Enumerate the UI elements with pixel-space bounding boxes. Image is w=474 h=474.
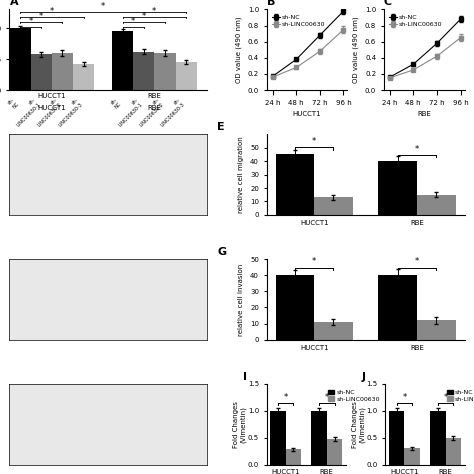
Bar (314, 197, 353, 215)
Y-axis label: relative cell migration: relative cell migration (238, 136, 245, 213)
Text: *: * (142, 12, 146, 21)
Bar (9, 28, 31, 90)
Y-axis label: relative cell invasion: relative cell invasion (238, 263, 245, 336)
Legend: sh-NC, sh-LINC00630: sh-NC, sh-LINC00630 (387, 13, 445, 29)
Legend: sh-NC, sh-LINC00630: sh-NC, sh-LINC00630 (326, 387, 382, 404)
Text: *: * (283, 392, 288, 401)
Y-axis label: Fold Changes
(Vimentin): Fold Changes (Vimentin) (233, 401, 246, 447)
Bar (417, 320, 456, 340)
X-axis label: HUCCT1: HUCCT1 (293, 111, 321, 117)
Text: *: * (415, 145, 419, 154)
Text: sh-
LINC00630-3: sh- LINC00630-3 (54, 98, 84, 128)
Bar (311, 411, 327, 465)
Y-axis label: OD value (490 nm): OD value (490 nm) (236, 17, 242, 83)
Bar (286, 449, 301, 465)
Bar (430, 411, 446, 465)
Y-axis label: Fold Changes
(Vimentin): Fold Changes (Vimentin) (352, 401, 365, 447)
Bar (378, 161, 417, 215)
Text: I: I (243, 372, 247, 382)
Text: G: G (217, 247, 227, 257)
Bar (175, 62, 197, 90)
Text: sh-
NC: sh- NC (109, 98, 123, 110)
Text: *: * (443, 392, 447, 401)
Text: HUCCT1: HUCCT1 (37, 104, 66, 110)
X-axis label: RBE: RBE (417, 111, 431, 117)
Text: *: * (312, 137, 316, 146)
Bar (327, 439, 342, 465)
Text: E: E (217, 122, 225, 132)
Text: C: C (384, 0, 392, 7)
Text: *: * (39, 12, 44, 21)
Text: sh-
LINC00630-2: sh- LINC00630-2 (32, 98, 63, 128)
Text: *: * (101, 2, 105, 11)
Text: J: J (362, 372, 365, 382)
Text: RBE: RBE (147, 93, 161, 99)
Bar (112, 31, 133, 90)
Text: *: * (131, 17, 135, 26)
Text: *: * (50, 7, 54, 16)
Text: A: A (9, 0, 18, 7)
Bar (133, 52, 155, 90)
Bar (404, 448, 420, 465)
Text: sh-
LINC00630-2: sh- LINC00630-2 (135, 98, 165, 128)
Bar (314, 322, 353, 340)
Text: HUCCT1: HUCCT1 (37, 93, 66, 99)
Text: *: * (312, 257, 316, 266)
Bar (446, 438, 461, 465)
Text: sh-
LINC00630-3: sh- LINC00630-3 (156, 98, 186, 128)
Bar (52, 53, 73, 90)
Text: *: * (152, 7, 156, 16)
Text: *: * (325, 392, 329, 401)
Legend: sh-NC, sh-LINC00630: sh-NC, sh-LINC00630 (444, 387, 474, 404)
Text: sh-
NC: sh- NC (7, 98, 20, 110)
Y-axis label: OD value (490 nm): OD value (490 nm) (353, 17, 359, 83)
Bar (389, 411, 404, 465)
Text: *: * (415, 257, 419, 266)
Text: sh-
LINC00630-1: sh- LINC00630-1 (11, 98, 41, 128)
Bar (73, 64, 94, 90)
Text: *: * (28, 17, 33, 26)
Text: B: B (267, 0, 275, 7)
Bar (270, 411, 286, 465)
Text: *: * (402, 392, 407, 401)
Bar (276, 275, 314, 340)
Bar (31, 54, 52, 90)
Bar (417, 195, 456, 215)
Bar (155, 53, 175, 90)
Legend: sh-NC, sh-LINC00630: sh-NC, sh-LINC00630 (270, 13, 328, 29)
Text: RBE: RBE (147, 104, 161, 110)
Text: sh-
LINC00630-1: sh- LINC00630-1 (114, 98, 144, 128)
Bar (276, 155, 314, 215)
Bar (378, 275, 417, 340)
